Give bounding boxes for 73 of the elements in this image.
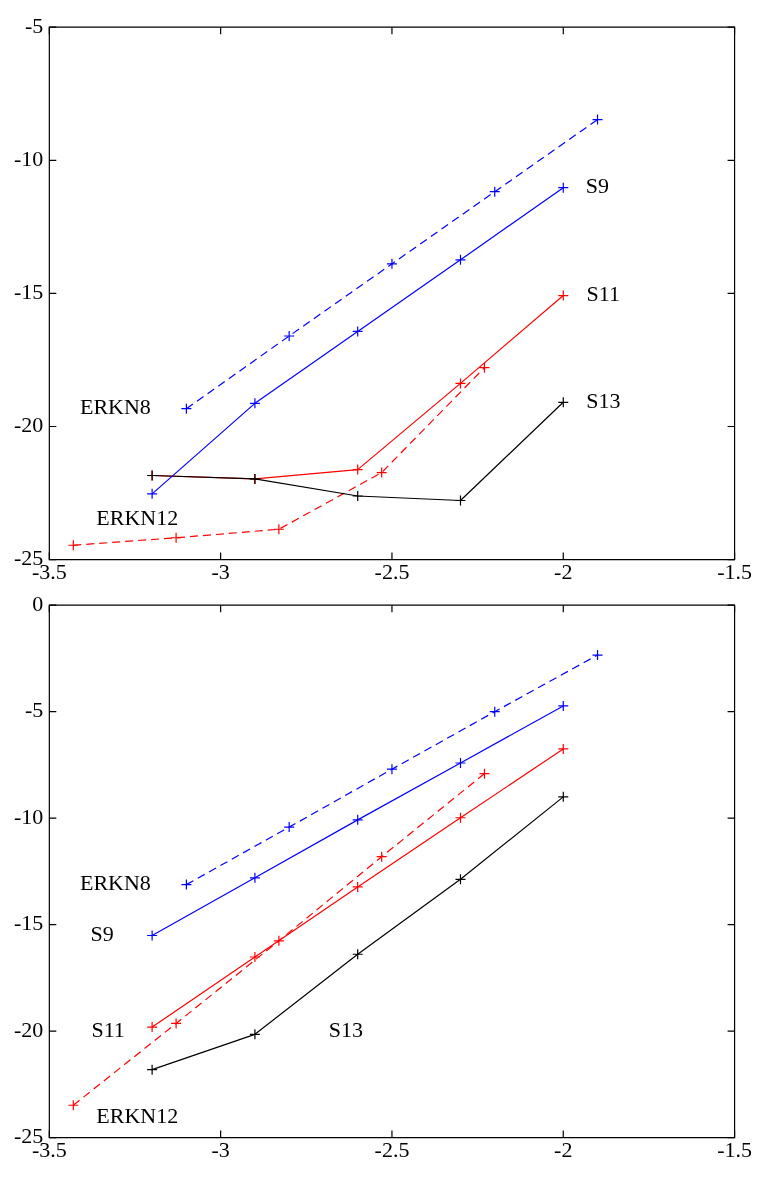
point [67, 539, 79, 551]
point [249, 1028, 261, 1040]
point [170, 1017, 182, 1030]
series-label: S9 [585, 173, 609, 199]
point [557, 289, 569, 302]
point [489, 186, 501, 198]
point [591, 649, 604, 661]
series-label: S11 [91, 1016, 125, 1042]
point [352, 490, 364, 502]
x-tick-label: -2.5 [374, 1136, 410, 1162]
point [273, 935, 285, 947]
point [376, 851, 388, 863]
point [180, 879, 192, 891]
point [454, 254, 467, 266]
y-tick-label: -15 [14, 910, 44, 936]
point [454, 377, 467, 389]
x-tick-label: -3 [211, 558, 230, 584]
point [249, 872, 261, 884]
point [454, 873, 467, 885]
point [478, 768, 491, 780]
series-label: S13 [328, 1017, 364, 1043]
y-tick-label: -15 [14, 279, 44, 305]
point [146, 488, 158, 500]
point [146, 929, 158, 942]
x-tick-label: -2 [554, 1136, 573, 1162]
point [489, 706, 501, 718]
series-label: S13 [586, 388, 621, 414]
series-label: ERKN12 [96, 1103, 179, 1129]
series-label: ERKN12 [96, 505, 179, 531]
point [249, 397, 261, 409]
x-tick-label: -2.5 [374, 558, 410, 584]
point [386, 258, 398, 270]
point [283, 821, 295, 833]
series-label: S11 [586, 281, 620, 307]
point [478, 362, 491, 374]
x-tick-label: -1.5 [717, 1136, 752, 1162]
point [557, 791, 569, 803]
point [386, 763, 398, 775]
x-tick-label: -3 [211, 1136, 230, 1162]
point [557, 396, 569, 408]
point [180, 403, 192, 415]
y-tick-label: -10 [14, 803, 44, 829]
point [352, 881, 364, 893]
point [454, 812, 467, 824]
point [376, 466, 388, 479]
point [454, 494, 467, 507]
point [170, 532, 182, 544]
x-tick-label: -1.5 [717, 558, 752, 584]
y-tick-label: -5 [25, 12, 44, 38]
point [352, 464, 364, 476]
point [557, 182, 569, 194]
point [146, 1021, 158, 1033]
point [352, 814, 364, 826]
y-tick-label: 0 [32, 590, 44, 616]
series-label: S9 [90, 921, 114, 947]
point [352, 948, 364, 960]
point [249, 951, 261, 963]
point [352, 325, 364, 338]
y-tick-label: -20 [14, 1016, 44, 1042]
y-tick-label: -20 [14, 412, 44, 438]
series-label: ERKN8 [79, 870, 151, 896]
point [454, 757, 467, 769]
point [67, 1099, 79, 1111]
point [591, 113, 604, 126]
point [146, 1064, 158, 1076]
y-tick-label: -10 [14, 146, 44, 172]
x-tick-label: -2 [554, 558, 573, 584]
point [557, 743, 569, 755]
point [557, 700, 569, 712]
y-tick-label: -5 [25, 697, 44, 723]
point [283, 330, 295, 342]
point [273, 523, 285, 535]
series-label: ERKN8 [79, 394, 151, 420]
